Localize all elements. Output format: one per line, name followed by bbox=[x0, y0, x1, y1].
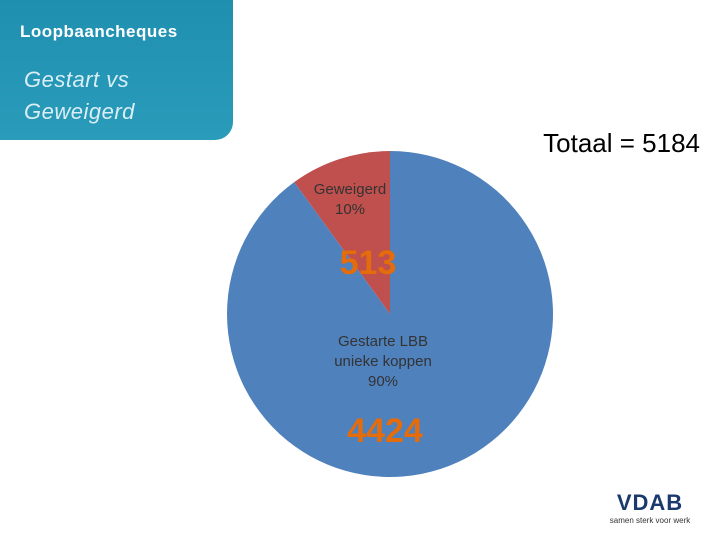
annotation: Totaal = 5184 bbox=[543, 128, 700, 158]
pie-slice bbox=[227, 151, 554, 477]
value-label: 90% bbox=[367, 373, 399, 390]
header-title: Loopbaancheques bbox=[20, 22, 178, 41]
count-label: 4424 bbox=[347, 412, 423, 450]
logo-name: VDAB bbox=[616, 490, 684, 515]
count-label: 513 bbox=[339, 244, 397, 282]
logo: VDAB samen sterk voor werk bbox=[600, 490, 700, 525]
category-label: Gestarte LBB unieke koppen bbox=[334, 333, 432, 370]
header-subtitle: Gestart vs Geweigerd bbox=[24, 67, 135, 124]
slice-label: Gestarte LBB unieke koppen 90% bbox=[318, 332, 448, 392]
logo-tagline: samen sterk voor werk bbox=[609, 516, 691, 525]
category-label: Geweigerd bbox=[313, 181, 387, 198]
value-label: 10% bbox=[334, 201, 366, 218]
slice-label: Geweigerd 10% bbox=[290, 180, 410, 220]
header: Loopbaancheques Gestart vs Geweigerd bbox=[0, 0, 233, 140]
pie-slice bbox=[294, 151, 390, 314]
